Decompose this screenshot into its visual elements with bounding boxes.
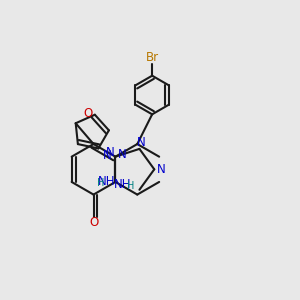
Text: H: H [97, 178, 104, 188]
Text: H: H [127, 181, 134, 191]
Text: NH: NH [114, 178, 132, 191]
Text: N: N [106, 146, 115, 159]
Text: N: N [118, 148, 126, 161]
Text: N: N [103, 149, 112, 162]
Text: O: O [84, 107, 93, 120]
Text: O: O [90, 216, 99, 229]
Text: NH: NH [98, 176, 116, 188]
Text: Br: Br [146, 51, 159, 64]
Text: N: N [156, 163, 165, 176]
Text: N: N [137, 136, 146, 149]
